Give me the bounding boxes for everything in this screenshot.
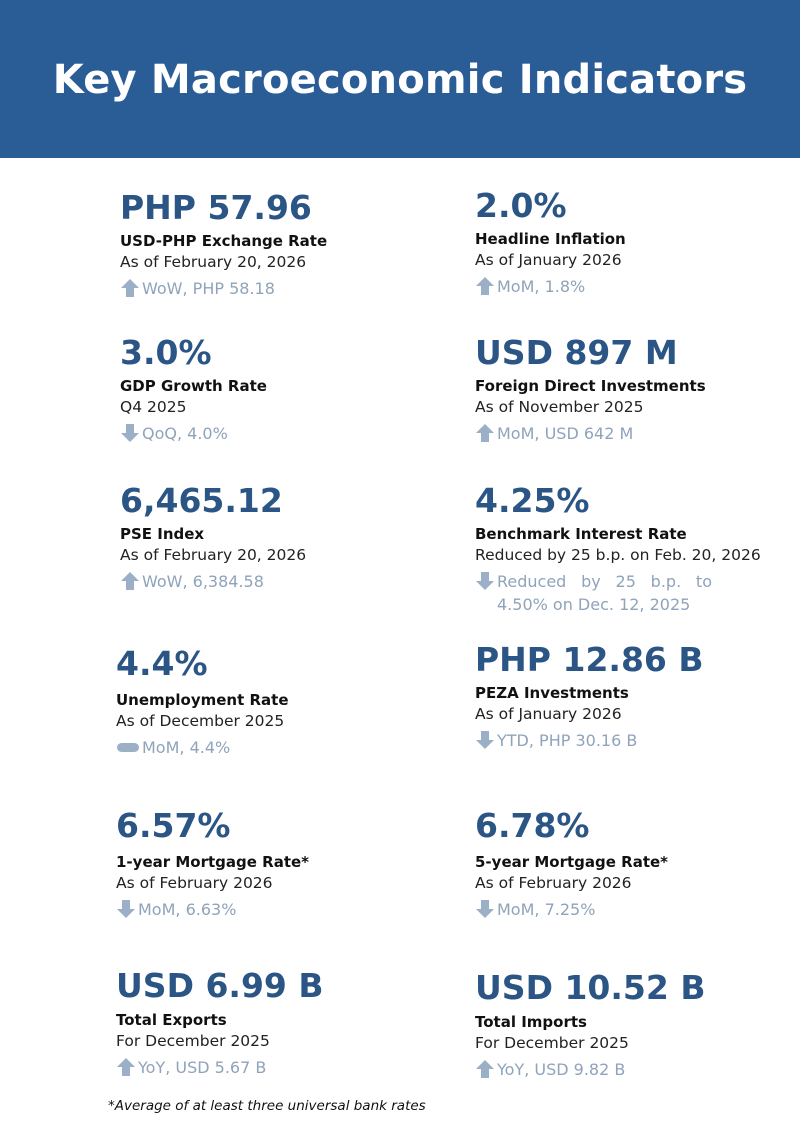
indicator-change: WoW, 6,384.58 (120, 570, 440, 593)
indicator-label: Unemployment Rate (116, 691, 289, 709)
arrow-up-icon (116, 1057, 136, 1077)
indicator-value: 6.57% (116, 806, 231, 845)
indicator-label: Total Imports (475, 1013, 587, 1031)
indicator-change-text: MoM, 1.8% (497, 277, 586, 296)
arrow-down-icon (475, 899, 495, 919)
indicator-change: MoM, USD 642 M (475, 422, 795, 445)
arrow-down-icon (475, 571, 495, 591)
indicator-value: 4.4% (116, 644, 208, 683)
arrow-down-icon (116, 899, 136, 919)
indicator-change: YTD, PHP 30.16 B (475, 729, 795, 752)
indicator-change-text: YoY, USD 5.67 B (138, 1058, 267, 1077)
page-title: Key Macroeconomic Indicators (52, 57, 748, 103)
indicator-5yr-mortgage: 6.78% 5-year Mortgage Rate* As of Februa… (475, 806, 795, 921)
indicator-label: 1-year Mortgage Rate* (116, 853, 310, 871)
indicator-value: PHP 57.96 (120, 188, 312, 227)
indicator-label: GDP Growth Rate (120, 377, 267, 395)
indicator-pse-index: 6,465.12 PSE Index As of February 20, 20… (120, 481, 440, 593)
indicator-label: USD-PHP Exchange Rate (120, 232, 328, 250)
indicator-label: PSE Index (120, 525, 205, 543)
arrow-up-icon (475, 276, 495, 296)
indicator-change-text: WoW, PHP 58.18 (142, 279, 275, 298)
arrow-down-icon (120, 423, 140, 443)
arrow-up-icon (475, 1059, 495, 1079)
indicator-benchmark-rate: 4.25% Benchmark Interest Rate Reduced by… (475, 481, 795, 616)
indicator-change: WoW, PHP 58.18 (120, 277, 440, 300)
indicator-date: Reduced by 25 b.p. on Feb. 20, 2026 (475, 546, 761, 564)
indicator-date: As of January 2026 (475, 705, 622, 723)
arrow-up-icon (120, 278, 140, 298)
indicator-change-text: MoM, 6.63% (138, 900, 237, 919)
indicator-change-text: YoY, USD 9.82 B (497, 1060, 626, 1079)
indicator-total-exports: USD 6.99 B Total Exports For December 20… (116, 966, 436, 1079)
indicator-label: 5-year Mortgage Rate* (475, 853, 669, 871)
indicator-value: 2.0% (475, 186, 567, 225)
indicator-label: Benchmark Interest Rate (475, 525, 687, 543)
indicator-change-text: WoW, 6,384.58 (142, 572, 264, 591)
indicator-change-text: MoM, 7.25% (497, 900, 596, 919)
indicator-value: 6,465.12 (120, 481, 283, 520)
indicator-change: YoY, USD 5.67 B (116, 1056, 436, 1079)
indicator-date: As of February 20, 2026 (120, 546, 307, 564)
indicator-label: Foreign Direct Investments (475, 377, 706, 395)
indicator-change: YoY, USD 9.82 B (475, 1058, 795, 1081)
indicator-value: USD 10.52 B (475, 968, 706, 1007)
indicator-peza-investments: PHP 12.86 B PEZA Investments As of Janua… (475, 640, 795, 752)
indicator-change-text: Reduced by 25 b.p. to 4.50% on Dec. 12, … (497, 572, 712, 614)
indicator-gdp-growth: 3.0% GDP Growth Rate Q4 2025 QoQ, 4.0% (120, 333, 440, 445)
indicator-exchange-rate: PHP 57.96 USD-PHP Exchange Rate As of Fe… (120, 188, 440, 300)
indicator-unemployment: 4.4% Unemployment Rate As of December 20… (116, 644, 436, 759)
indicator-date: For December 2025 (116, 1032, 270, 1050)
indicator-change-text: MoM, USD 642 M (497, 424, 634, 443)
indicator-change-text: QoQ, 4.0% (142, 424, 228, 443)
arrow-down-icon (475, 730, 495, 750)
arrow-up-icon (120, 571, 140, 591)
indicator-fdi: USD 897 M Foreign Direct Investments As … (475, 333, 795, 445)
indicator-date: For December 2025 (475, 1034, 629, 1052)
indicator-date: Q4 2025 (120, 398, 187, 416)
indicator-value: 4.25% (475, 481, 590, 520)
page-header: Key Macroeconomic Indicators (0, 0, 800, 158)
unchanged-pill-icon (116, 737, 140, 757)
indicator-date: As of February 20, 2026 (120, 253, 307, 271)
indicator-date: As of January 2026 (475, 251, 622, 269)
indicator-1yr-mortgage: 6.57% 1-year Mortgage Rate* As of Februa… (116, 806, 436, 921)
footnote: *Average of at least three universal ban… (108, 1098, 426, 1114)
indicator-change: MoM, 1.8% (475, 275, 795, 298)
indicator-value: USD 897 M (475, 333, 678, 372)
indicator-date: As of December 2025 (116, 712, 285, 730)
indicator-change: MoM, 4.4% (116, 736, 436, 759)
indicator-total-imports: USD 10.52 B Total Imports For December 2… (475, 968, 795, 1081)
arrow-up-icon (475, 423, 495, 443)
indicator-value: PHP 12.86 B (475, 640, 704, 679)
indicator-change: QoQ, 4.0% (120, 422, 440, 445)
indicator-label: PEZA Investments (475, 684, 629, 702)
indicator-headline-inflation: 2.0% Headline Inflation As of January 20… (475, 186, 795, 298)
indicator-change: MoM, 7.25% (475, 898, 795, 921)
indicator-label: Headline Inflation (475, 230, 626, 248)
indicator-value: USD 6.99 B (116, 966, 324, 1005)
indicator-value: 6.78% (475, 806, 590, 845)
indicator-change: Reduced by 25 b.p. to 4.50% on Dec. 12, … (475, 570, 795, 616)
indicator-value: 3.0% (120, 333, 212, 372)
indicator-date: As of February 2026 (475, 874, 632, 892)
indicator-change-text: MoM, 4.4% (142, 738, 231, 757)
indicator-date: As of November 2025 (475, 398, 644, 416)
indicator-change: MoM, 6.63% (116, 898, 436, 921)
indicator-date: As of February 2026 (116, 874, 273, 892)
indicator-label: Total Exports (116, 1011, 227, 1029)
indicator-change-text: YTD, PHP 30.16 B (497, 731, 638, 750)
